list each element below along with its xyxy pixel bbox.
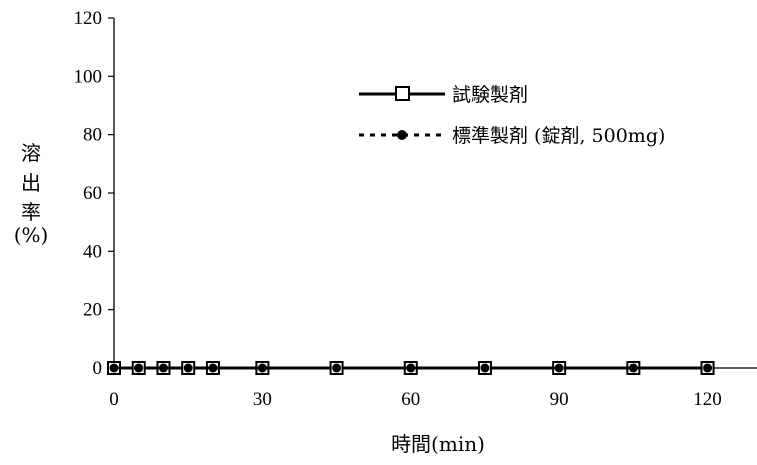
- data-point-circle: [554, 363, 564, 373]
- y-axis-title-part: 率: [21, 200, 41, 224]
- x-tick-label: 30: [253, 389, 272, 410]
- y-axis-ticks: 0 20 40 60 80 100 120: [74, 8, 114, 379]
- data-point-circle: [208, 363, 218, 373]
- x-tick-label: 90: [550, 389, 569, 410]
- legend-item-2: 標準製剤 (錠剤, 500mg): [359, 125, 665, 147]
- legend-label: 試験製剤: [452, 84, 528, 106]
- data-point-circle: [703, 363, 713, 373]
- y-axis-title-part: 出: [21, 171, 41, 195]
- data-point-circle: [109, 363, 119, 373]
- x-tick-label: 0: [109, 389, 119, 410]
- y-tick-label: 60: [83, 183, 102, 204]
- y-tick-label: 40: [83, 241, 102, 262]
- x-axis-ticks: 0 30 60 90 120: [109, 368, 722, 410]
- series-layer: [107, 361, 715, 375]
- legend-item-1: 試験製剤: [359, 84, 528, 106]
- x-axis-title: 時間(min): [391, 432, 485, 456]
- data-point-circle: [134, 363, 144, 373]
- y-tick-label: 80: [83, 125, 102, 146]
- series-2: [109, 363, 713, 373]
- data-point-circle: [257, 363, 267, 373]
- y-tick-label: 20: [83, 300, 102, 321]
- y-axis-title-part: (%): [14, 223, 49, 247]
- data-point-circle: [480, 363, 490, 373]
- y-axis-title-part: 溶: [21, 141, 41, 165]
- data-point-circle: [406, 363, 416, 373]
- x-tick-label: 60: [401, 389, 420, 410]
- y-tick-label: 120: [74, 8, 103, 29]
- data-point-circle: [158, 363, 168, 373]
- legend-marker-circle: [397, 130, 407, 140]
- y-tick-label: 0: [93, 358, 103, 379]
- legend-marker-square: [395, 86, 410, 101]
- axes: [113, 18, 757, 369]
- data-point-circle: [332, 363, 342, 373]
- y-tick-label: 100: [74, 66, 103, 87]
- y-axis-title: 溶出率(%): [14, 141, 49, 247]
- data-point-circle: [183, 363, 193, 373]
- x-tick-label: 120: [693, 389, 722, 410]
- data-point-circle: [628, 363, 638, 373]
- legend-label: 標準製剤 (錠剤, 500mg): [452, 125, 665, 147]
